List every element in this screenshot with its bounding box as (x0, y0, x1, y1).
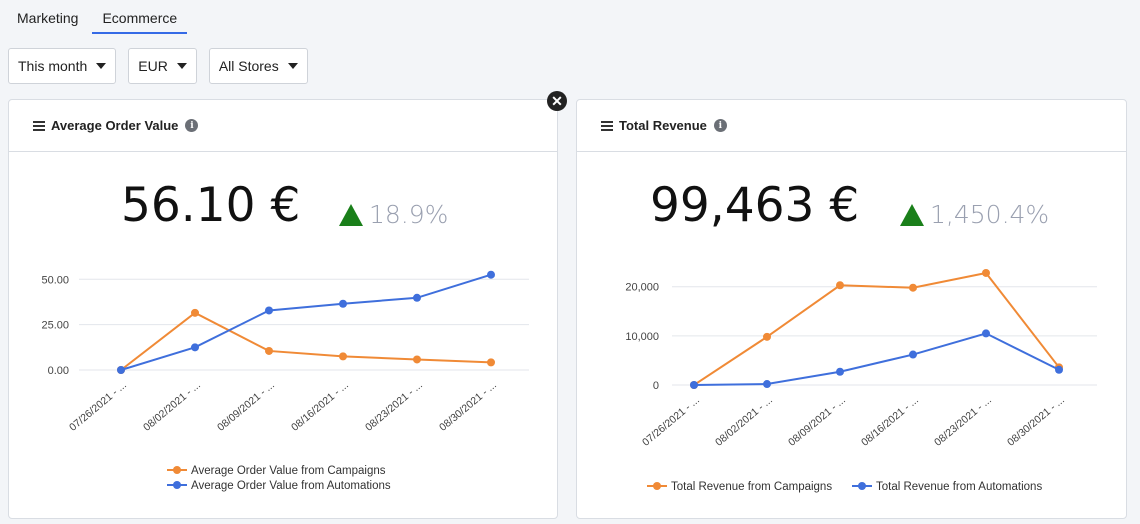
y-tick-label: 50.00 (41, 274, 69, 286)
y-tick-label: 25.00 (41, 320, 69, 332)
filter-bar: This month EUR All Stores (8, 48, 308, 84)
legend-label[interactable]: Average Order Value from Campaigns (191, 465, 386, 477)
data-point[interactable] (909, 350, 917, 359)
data-point[interactable] (339, 299, 347, 308)
aov-card: Average Order Value i 56.10 € 18.9% 0.00… (8, 99, 558, 519)
data-point[interactable] (191, 308, 199, 317)
aov-kpi-delta: 18.9% (339, 200, 448, 229)
y-tick-label: 0.00 (48, 365, 69, 377)
legend-swatch-dot (653, 482, 661, 490)
data-point[interactable] (763, 332, 771, 341)
x-tick-label: 08/23/2021 - ... (363, 379, 425, 434)
data-point[interactable] (413, 293, 421, 302)
revenue-card: Total Revenue i 99,463 € 1,450.4% 0 10,00… (576, 99, 1127, 519)
x-tick-label: 08/30/2021 - ... (1005, 394, 1067, 449)
x-tick-label: 08/02/2021 - ... (141, 379, 203, 434)
data-point[interactable] (836, 367, 844, 376)
data-point[interactable] (191, 343, 199, 352)
x-tick-label: 08/23/2021 - ... (932, 394, 994, 449)
triangle-up-icon (900, 203, 924, 226)
series-line (120, 311, 492, 371)
revenue-kpi-delta-text: 1,450.4% (930, 200, 1050, 229)
stores-dropdown[interactable]: All Stores (208, 48, 308, 84)
revenue-kpi-delta: 1,450.4% (900, 200, 1049, 229)
data-point[interactable] (265, 306, 273, 315)
data-point[interactable] (690, 381, 698, 389)
revenue-card-title: Total Revenue (619, 118, 707, 133)
close-icon[interactable]: ✕ (547, 91, 567, 111)
data-point[interactable] (1055, 365, 1063, 374)
period-dropdown[interactable]: This month (8, 48, 117, 84)
data-point[interactable] (117, 366, 125, 374)
x-tick-label: 08/16/2021 - ... (289, 379, 351, 434)
aov-kpi-value: 56.10 € (121, 178, 301, 233)
x-tick-label: 08/09/2021 - ... (786, 394, 848, 449)
caret-down-icon (176, 63, 187, 69)
data-point[interactable] (487, 270, 495, 279)
data-point[interactable] (763, 380, 771, 389)
data-point[interactable] (487, 358, 495, 367)
revenue-kpi-value: 99,463 € (650, 178, 860, 233)
y-tick-label: 10,000 (625, 331, 659, 343)
tab-ecommerce[interactable]: Ecommerce (92, 0, 188, 34)
legend-swatch-dot (173, 466, 181, 474)
legend-swatch-dot (858, 482, 866, 490)
aov-line-chart: 0.00 25.00 50.00 07/26/2021 - ... 08/02/2021… (41, 270, 529, 492)
caret-down-icon (287, 63, 298, 69)
legend-label[interactable]: Total Revenue from Campaigns (671, 481, 832, 493)
data-point[interactable] (982, 329, 990, 338)
list-icon (601, 120, 613, 131)
info-icon[interactable]: i (713, 119, 727, 132)
data-point[interactable] (909, 283, 917, 292)
y-tick-label: 0 (653, 380, 659, 392)
y-tick-label: 20,000 (625, 282, 659, 294)
caret-down-icon (96, 63, 107, 69)
aov-card-header: Average Order Value i (9, 100, 557, 152)
series-line (693, 271, 1060, 386)
list-icon (33, 120, 45, 131)
data-point[interactable] (339, 352, 347, 361)
revenue-line-chart: 0 10,000 20,000 07/26/2021 - ... 08/02/2021 … (625, 268, 1097, 493)
tab-marketing[interactable]: Marketing (17, 10, 79, 26)
data-point[interactable] (836, 281, 844, 290)
legend-label[interactable]: Total Revenue from Automations (876, 481, 1042, 493)
currency-dropdown-label: EUR (138, 58, 168, 74)
aov-kpi-delta-text: 18.9% (369, 200, 449, 229)
data-point[interactable] (413, 355, 421, 364)
triangle-up-icon (339, 203, 363, 226)
info-icon[interactable]: i (185, 119, 199, 132)
x-tick-label: 08/09/2021 - ... (215, 379, 277, 434)
tab-bar: Marketing Ecommerce (0, 0, 188, 34)
x-tick-label: 08/02/2021 - ... (713, 394, 775, 449)
legend-swatch-dot (173, 481, 181, 489)
currency-dropdown[interactable]: EUR (128, 48, 197, 84)
revenue-card-header: Total Revenue i (577, 100, 1126, 152)
x-tick-label: 08/30/2021 - ... (437, 379, 499, 434)
x-tick-label: 07/26/2021 - ... (67, 379, 129, 434)
series-line (120, 273, 492, 371)
period-dropdown-label: This month (18, 58, 88, 74)
data-point[interactable] (265, 346, 273, 355)
x-tick-label: 07/26/2021 - ... (640, 394, 702, 449)
series-line (693, 332, 1060, 386)
x-tick-label: 08/16/2021 - ... (859, 394, 921, 449)
stores-dropdown-label: All Stores (218, 58, 279, 74)
legend-label[interactable]: Average Order Value from Automations (191, 480, 391, 492)
data-point[interactable] (982, 268, 990, 277)
aov-card-title: Average Order Value (51, 118, 179, 133)
